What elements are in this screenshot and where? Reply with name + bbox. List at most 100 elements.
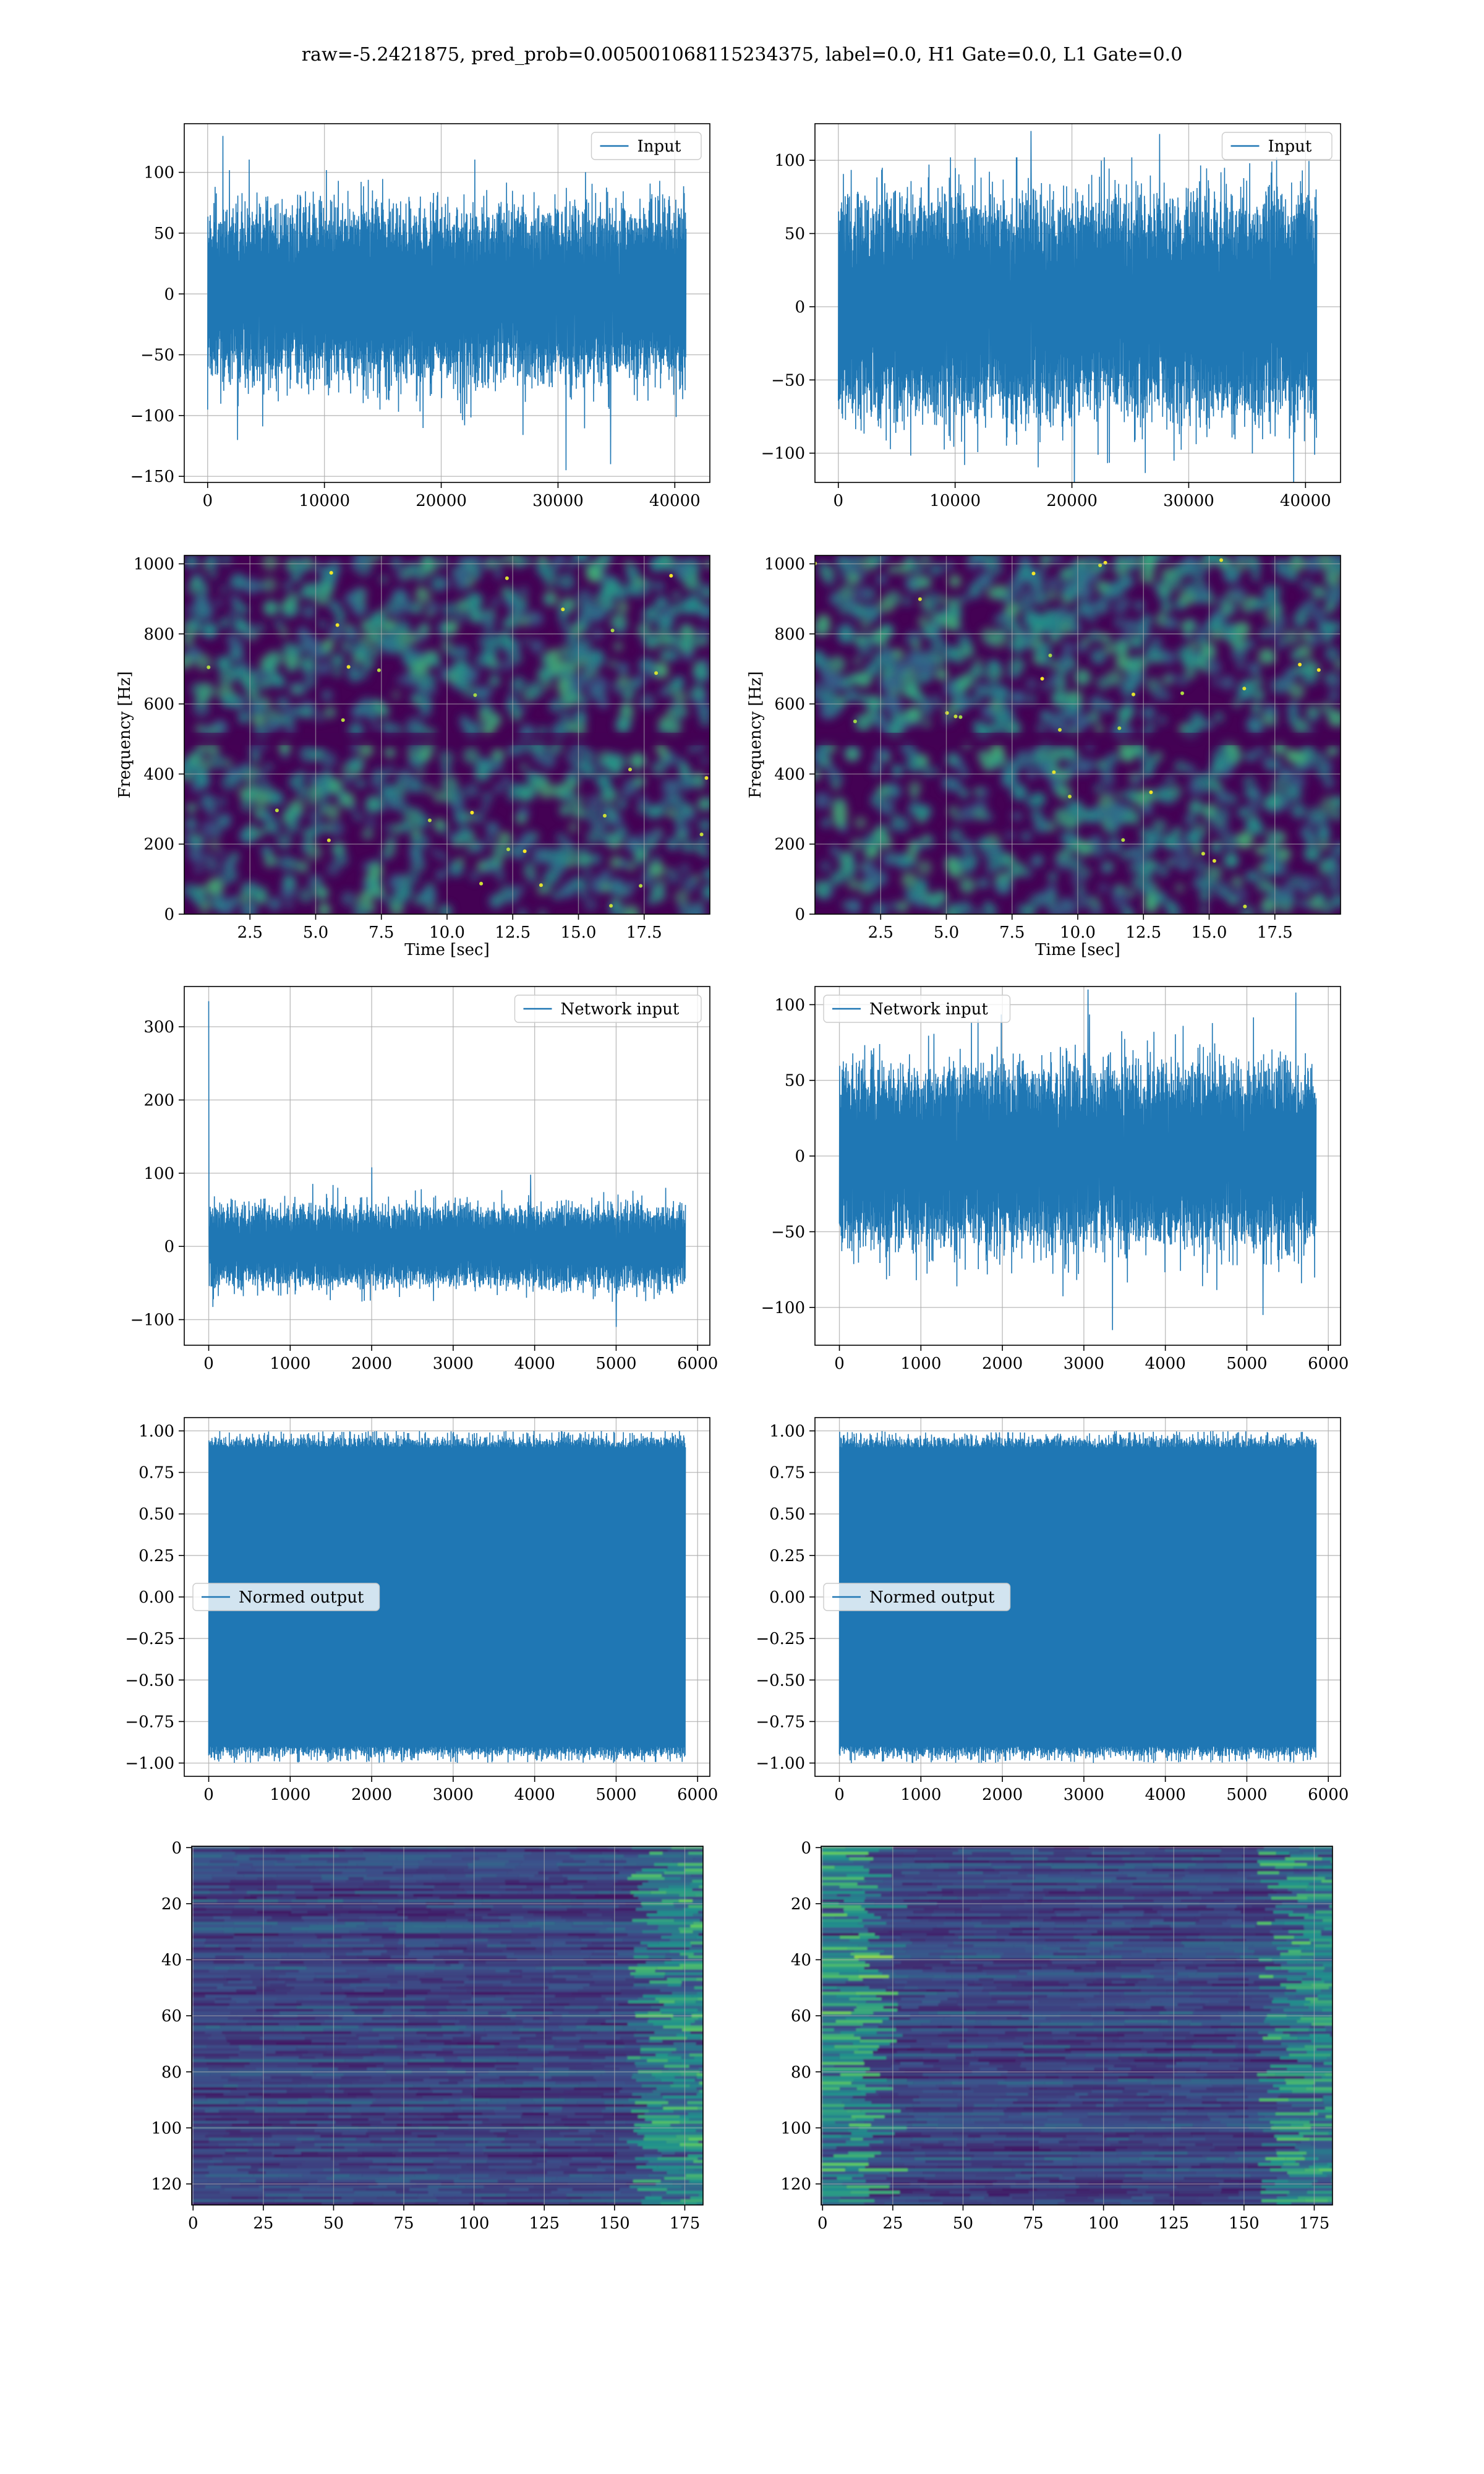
network-input-h1-ytick-label: 100: [143, 1165, 174, 1183]
input-h1-xtick-label: 10000: [299, 492, 350, 510]
feature-map-l1-xtick-label: 0: [817, 2214, 828, 2233]
input-h1-ytick-label: 100: [143, 164, 174, 182]
feature-map-l1-xtick-label: 50: [953, 2214, 973, 2233]
network-input-l1-xtick-label: 6000: [1308, 1355, 1349, 1373]
feature-map-l1-ytick-label: 100: [780, 2119, 811, 2138]
feature-map-h1-ytick-label: 100: [151, 2119, 182, 2138]
feature-map-l1-ytick-label: 60: [791, 2007, 811, 2026]
feature-map-l1-image: [821, 1846, 1333, 2205]
input-l1-xtick-label: 0: [834, 492, 844, 510]
spectrogram-l1-ytick-label: 1000: [764, 555, 805, 574]
spectrogram-h1-xtick-label: 12.5: [495, 923, 531, 942]
feature-map-h1-ytick-label: 80: [161, 2063, 182, 2082]
input-h1-ytick-label: −150: [130, 468, 174, 486]
spectrogram-l1-ytick-label: 200: [774, 836, 805, 854]
feature-map-h1-ytick-label: 20: [161, 1895, 182, 1914]
input-h1-xtick-label: 40000: [649, 492, 701, 510]
normed-output-l1-ytick-label: −0.50: [756, 1671, 805, 1690]
spectrogram-l1-xtick-label: 12.5: [1125, 923, 1161, 942]
normed-output-l1-ytick-label: 0.25: [769, 1547, 805, 1565]
spectrogram-l1-ytick-label: 600: [774, 695, 805, 714]
normed-output-h1-ytick-label: 0.50: [139, 1505, 174, 1524]
network-input-l1-ytick-label: 0: [795, 1147, 805, 1166]
network-input-l1-ytick-label: 100: [774, 996, 805, 1014]
normed-output-l1-xtick-label: 5000: [1226, 1786, 1267, 1804]
spectrogram-h1-xtick-label: 17.5: [626, 923, 662, 942]
network-input-h1-ytick-label: 200: [143, 1091, 174, 1110]
normed-output-h1-ytick-label: 0.25: [139, 1547, 174, 1565]
spectrogram-h1-ytick-label: 800: [143, 625, 174, 644]
network-input-l1-frame: [814, 986, 1341, 1346]
spectrogram-l1-xlabel: Time [sec]: [1035, 941, 1120, 959]
normed-output-l1-xtick-label: 4000: [1145, 1786, 1186, 1804]
normed-output-h1-chart: Normed output 0 1000 2000 3000 4000 5000 6000 −1…: [125, 1417, 718, 1804]
input-l1-xtick-label: 10000: [929, 492, 981, 510]
feature-map-h1-xtick-label: 50: [323, 2214, 344, 2233]
normed-output-l1-ytick-label: 0.00: [769, 1588, 805, 1607]
feature-map-h1-xtick-label: 75: [394, 2214, 414, 2233]
input-h1-xtick-label: 30000: [532, 492, 584, 510]
feature-map-h1-image: [192, 1846, 703, 2205]
normed-output-l1-ytick-label: −0.25: [756, 1630, 805, 1648]
network-input-h1-legend: Network input: [514, 995, 702, 1023]
feature-map-h1-ytick-label: 0: [171, 1839, 182, 1857]
spectrogram-h1-xtick-label: 10.0: [429, 923, 465, 942]
input-h1-ytick-label: −50: [140, 346, 174, 365]
network-input-l1-xtick-label: 0: [834, 1355, 845, 1373]
spectrogram-h1-ytick-label: 400: [143, 765, 174, 784]
normed-output-h1-ytick-label: 0.75: [139, 1464, 174, 1483]
spectrogram-l1-ytick-label: 800: [774, 625, 805, 644]
input-h1-ytick-label: −100: [130, 407, 174, 426]
feature-map-h1-xtick-label: 25: [253, 2214, 273, 2233]
normed-output-h1-xtick-label: 5000: [595, 1786, 636, 1804]
normed-output-h1-xtick-label: 4000: [514, 1786, 555, 1804]
feature-map-h1-frame: [191, 1846, 704, 2206]
input-l1-ytick-label: −50: [771, 371, 805, 390]
spectrogram-h1-ytick-label: 0: [164, 905, 174, 924]
input-l1-series-line: [838, 131, 1318, 482]
feature-map-h1-xtick-label: 0: [188, 2214, 198, 2233]
input-l1-xtick-label: 40000: [1280, 492, 1331, 510]
spectrogram-l1-xtick-label: 7.5: [999, 923, 1025, 942]
spectrogram-l1-ytick-label: 0: [795, 905, 805, 924]
feature-map-l1-chart: 0 25 50 75 100 125 150 175 0 20 40 60 80 100 120: [780, 1839, 1333, 2233]
network-input-h1-xtick-label: 6000: [677, 1355, 718, 1373]
input-l1-xtick-label: 30000: [1163, 492, 1214, 510]
spectrogram-l1-ylabel: Frequency [Hz]: [746, 671, 765, 798]
network-input-l1-legend-label: Network input: [869, 1000, 988, 1019]
normed-output-h1-ytick-label: 1.00: [139, 1422, 174, 1440]
network-input-l1-ytick-label: −50: [771, 1223, 805, 1241]
spectrogram-h1-xtick-label: 7.5: [369, 923, 394, 942]
normed-output-l1-legend-label: Normed output: [869, 1588, 995, 1607]
spectrogram-l1-ytick-label: 400: [774, 765, 805, 784]
input-l1-chart: Input 0 10000 20000 30000 40000 −100 −50 0 50 100: [761, 123, 1341, 510]
feature-map-h1-ytick-label: 120: [151, 2175, 182, 2194]
normed-output-l1-chart: Normed output 0 1000 2000 3000 4000 5000 6000 −1…: [756, 1417, 1349, 1804]
network-input-l1-xtick-label: 1000: [900, 1355, 941, 1373]
spectrogram-h1-ytick-label: 200: [143, 836, 174, 854]
spectrogram-l1-xtick-label: 5.0: [934, 923, 959, 942]
spectrogram-h1-xtick-label: 15.0: [561, 923, 597, 942]
input-l1-ytick-label: −100: [761, 445, 805, 463]
network-input-l1-ytick-label: −100: [761, 1299, 805, 1317]
input-h1-xtick-label: 20000: [416, 492, 467, 510]
feature-map-h1-xtick-label: 100: [459, 2214, 490, 2233]
spectrogram-l1-xtick-label: 17.5: [1257, 923, 1293, 942]
normed-output-l1-ytick-label: 0.50: [769, 1505, 805, 1524]
network-input-l1-ytick-label: 50: [785, 1072, 805, 1090]
network-input-h1-xtick-label: 5000: [595, 1355, 636, 1373]
normed-output-h1-ytick-label: −0.25: [125, 1630, 174, 1648]
spectrogram-h1-image: [184, 555, 710, 914]
input-h1-chart: Input 0 10000 20000 30000 40000 −150 −100 −50 0 50…: [130, 123, 710, 510]
normed-output-l1-xtick-label: 3000: [1064, 1786, 1104, 1804]
feature-map-l1-frame: [821, 1846, 1333, 2206]
input-l1-legend-label: Input: [1268, 137, 1312, 156]
figure-title: raw=-5.2421875, pred_prob=0.005001068115…: [302, 44, 1183, 66]
input-h1-legend-label: Input: [638, 137, 681, 156]
feature-map-l1-xtick-label: 100: [1088, 2214, 1119, 2233]
feature-map-l1-ytick-label: 80: [791, 2063, 811, 2082]
spectrogram-h1-ytick-label: 600: [143, 695, 174, 714]
spectrogram-l1-xtick-label: 10.0: [1060, 923, 1096, 942]
